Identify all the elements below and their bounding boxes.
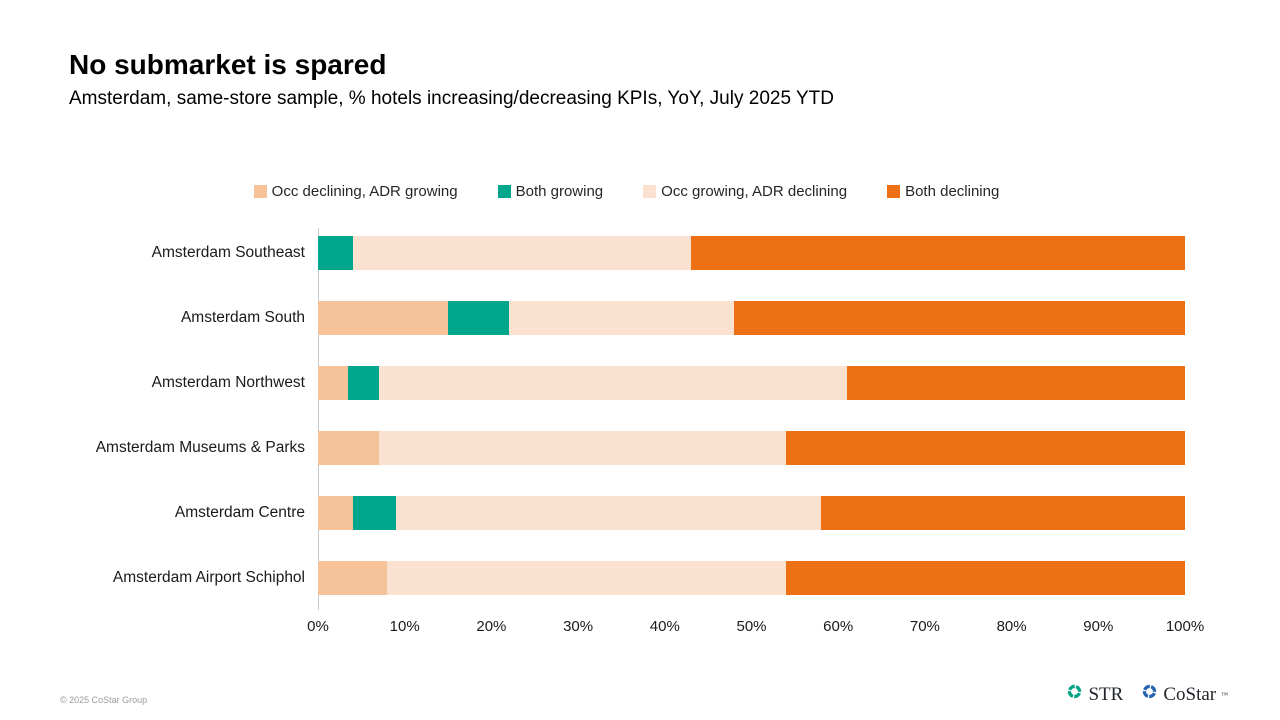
bar-segment xyxy=(318,430,379,465)
bar-row: Amsterdam Centre xyxy=(68,480,1185,545)
bar-segment xyxy=(378,430,787,465)
x-axis-tick-label: 40% xyxy=(649,618,680,635)
bar-segment xyxy=(318,495,353,530)
costar-logo-text: CoStar xyxy=(1163,683,1217,705)
costar-pinwheel-icon xyxy=(1141,683,1158,706)
brand-logos: STR CoStar ™ xyxy=(1066,683,1228,706)
x-axis-tick-label: 70% xyxy=(909,618,940,635)
trademark-symbol: ™ xyxy=(1221,690,1228,699)
bar-row: Amsterdam Southeast xyxy=(68,220,1185,285)
x-axis-tick-label: 30% xyxy=(563,618,594,635)
category-label: Amsterdam Airport Schiphol xyxy=(112,568,305,586)
x-axis-tick-label: 90% xyxy=(1083,618,1114,635)
legend-label: Occ declining, ADR growing xyxy=(271,183,458,200)
legend-item: Occ growing, ADR declining xyxy=(643,183,847,200)
bar-track xyxy=(318,560,1185,595)
bar-track xyxy=(318,235,1185,270)
bar-segment xyxy=(846,365,1185,400)
x-axis-tick-label: 20% xyxy=(476,618,507,635)
legend-swatch xyxy=(887,185,901,198)
bar-segment xyxy=(352,235,691,270)
bar-track xyxy=(318,300,1185,335)
bar-segment xyxy=(690,235,1185,270)
legend-item: Both growing xyxy=(497,183,604,200)
x-axis: 0% 10% 20% 30% 40% 50% 60% 70% 80% 90% 100% xyxy=(307,618,1204,640)
header: No submarket is spared Amsterdam, same-s… xyxy=(69,49,834,110)
bar-segment xyxy=(508,300,735,335)
bar-segment xyxy=(820,495,1185,530)
x-axis-tick-label: 60% xyxy=(823,618,854,635)
bar-segment xyxy=(352,495,397,530)
costar-logo: CoStar ™ xyxy=(1141,683,1228,706)
category-label: Amsterdam South xyxy=(180,308,305,326)
legend-label: Occ growing, ADR declining xyxy=(661,183,848,200)
x-axis-tick-label: 100% xyxy=(1165,618,1205,635)
bar-segment xyxy=(378,365,847,400)
bar-row: Amsterdam Airport Schiphol xyxy=(68,545,1185,610)
bar-segment xyxy=(318,235,353,270)
legend-label: Both growing xyxy=(515,183,604,200)
bar-segment xyxy=(348,365,379,400)
stacked-bar-chart: Amsterdam Southeast Amsterdam South Amster… xyxy=(68,220,1204,650)
category-label: Amsterdam Museums & Parks xyxy=(95,438,305,456)
x-axis-tick-label: 50% xyxy=(736,618,767,635)
x-axis-tick-label: 10% xyxy=(389,618,420,635)
bar-row: Amsterdam Museums & Parks xyxy=(68,415,1185,480)
bar-segment xyxy=(387,560,787,595)
legend-swatch xyxy=(643,185,657,198)
bar-segment xyxy=(318,560,388,595)
legend-item: Both declining xyxy=(887,183,999,200)
str-pinwheel-icon xyxy=(1066,683,1083,706)
category-label: Amsterdam Centre xyxy=(174,503,305,521)
bar-rows: Amsterdam Southeast Amsterdam South Amster… xyxy=(68,220,1185,610)
bar-row: Amsterdam South xyxy=(68,285,1185,350)
page-subtitle: Amsterdam, same-store sample, % hotels i… xyxy=(69,87,834,109)
bar-segment xyxy=(786,560,1185,595)
legend-swatch xyxy=(497,185,511,198)
x-axis-tick-label: 0% xyxy=(307,618,329,635)
bar-segment xyxy=(786,430,1185,465)
str-logo: STR xyxy=(1066,683,1123,706)
page-title: No submarket is spared xyxy=(69,49,387,80)
bar-segment xyxy=(396,495,821,530)
x-axis-tick-label: 80% xyxy=(996,618,1027,635)
bar-segment xyxy=(318,365,349,400)
legend-label: Both declining xyxy=(905,183,1000,200)
chart-legend: Occ declining, ADR growing Both growing Oc… xyxy=(68,183,1185,200)
bar-track xyxy=(318,430,1185,465)
str-logo-text: STR xyxy=(1088,683,1124,705)
bar-segment xyxy=(734,300,1185,335)
category-label: Amsterdam Northwest xyxy=(151,373,305,391)
copyright-text: © 2025 CoStar Group xyxy=(60,695,148,705)
bar-row: Amsterdam Northwest xyxy=(68,350,1185,415)
y-axis-line xyxy=(318,228,319,610)
bar-track xyxy=(318,365,1185,400)
bar-segment xyxy=(448,300,509,335)
bar-track xyxy=(318,495,1185,530)
legend-swatch xyxy=(253,185,267,198)
bar-segment xyxy=(318,300,449,335)
category-label: Amsterdam Southeast xyxy=(151,243,305,261)
legend-item: Occ declining, ADR growing xyxy=(253,183,458,200)
